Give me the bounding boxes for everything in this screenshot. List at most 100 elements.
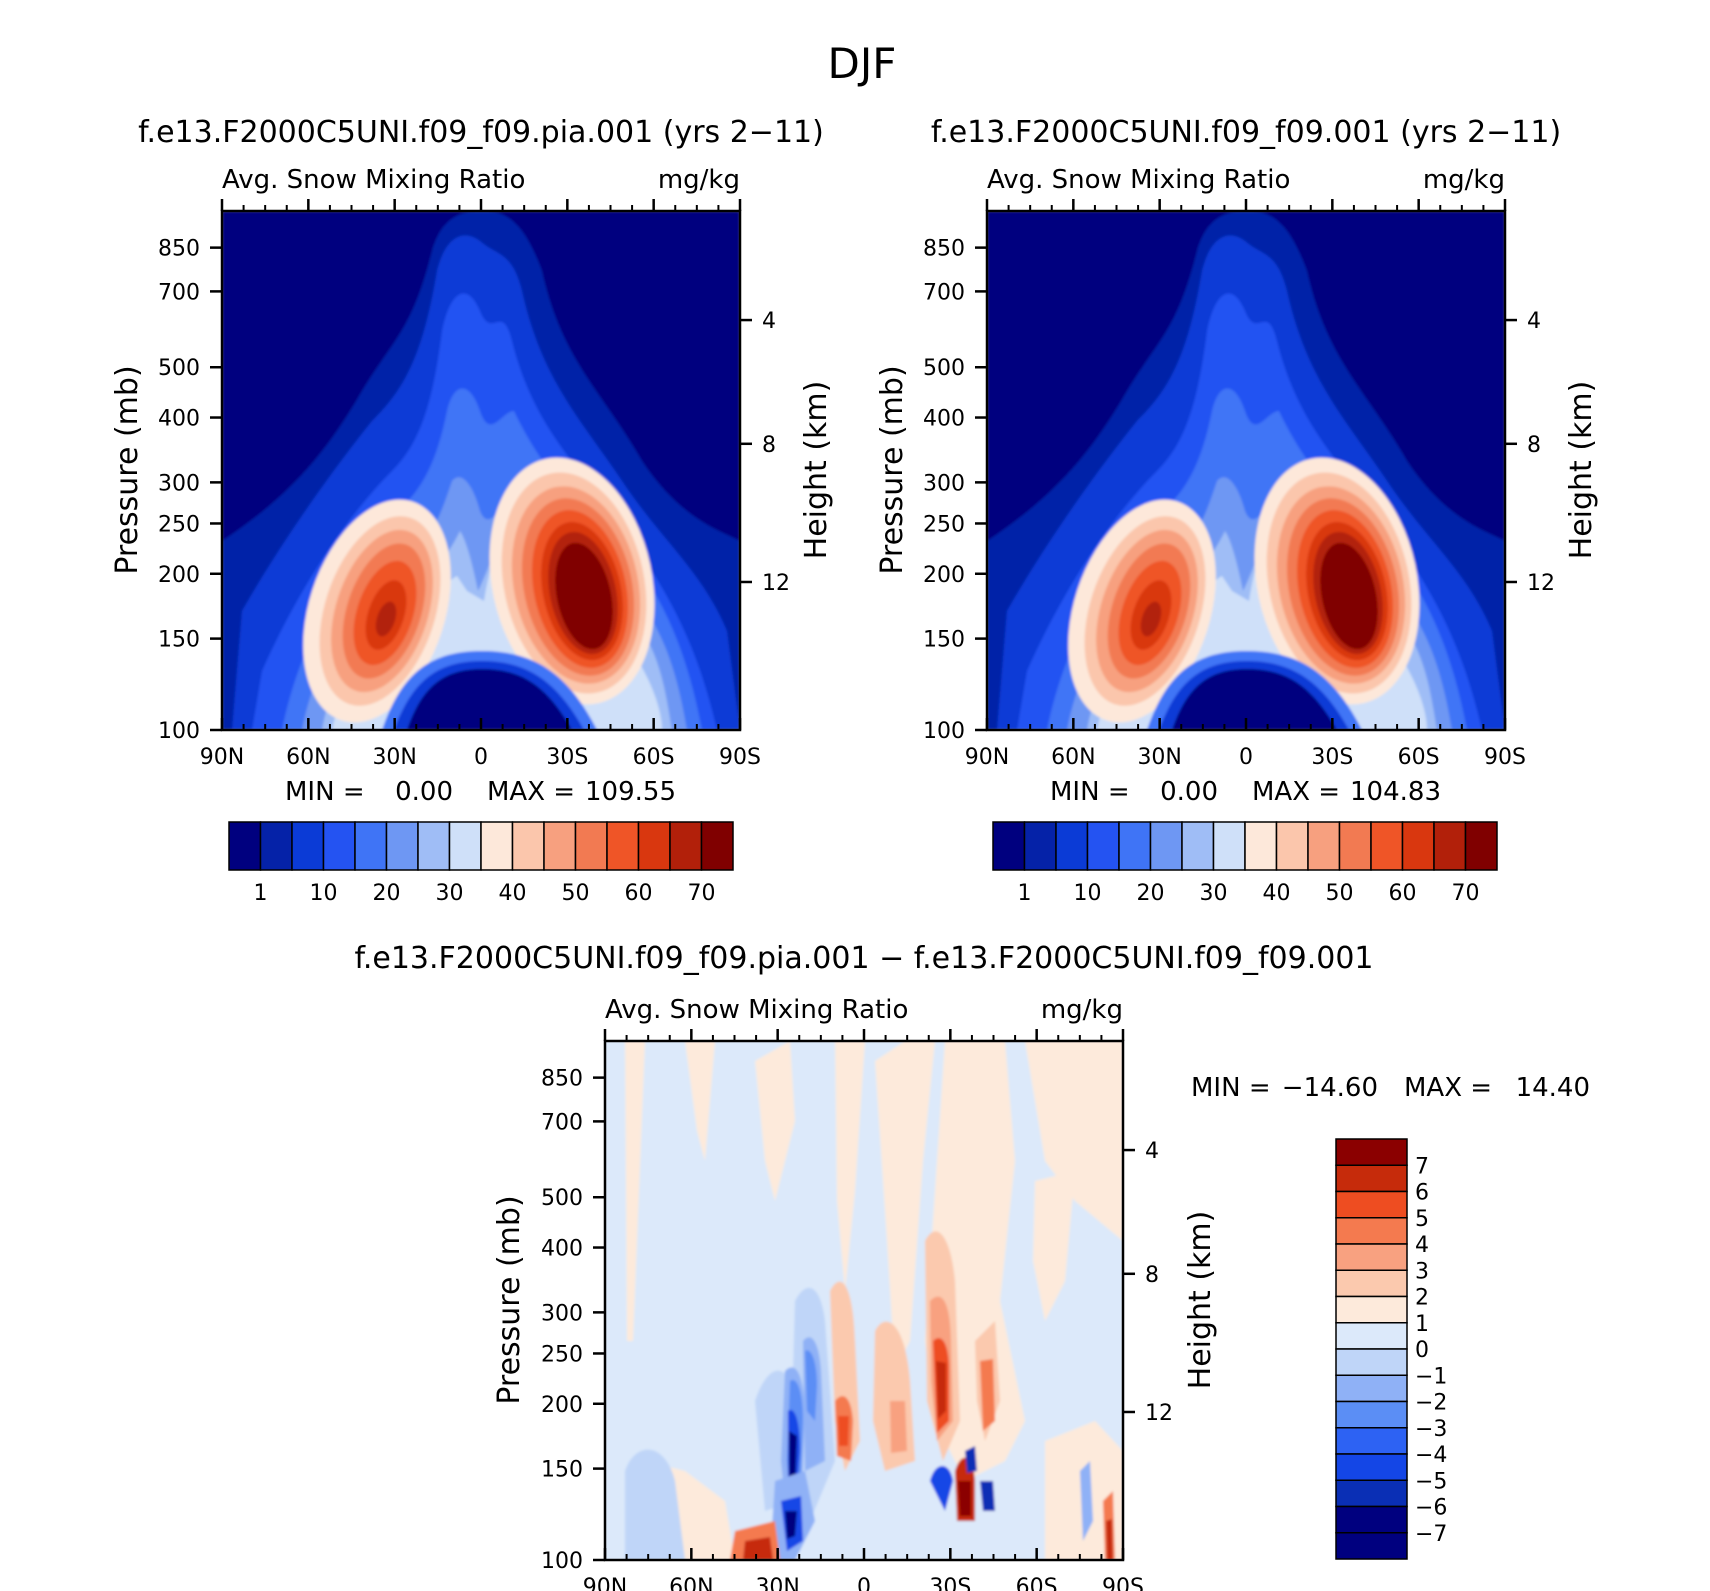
y-tick-label: 400 [541, 1237, 583, 1262]
y-right-tick-label: 12 [1145, 1401, 1173, 1426]
panel-right-contour-field [987, 211, 1505, 730]
x-tick-label: 90S [719, 745, 761, 770]
colorbar-label: −6 [1415, 1496, 1447, 1521]
colorbar-label: −7 [1415, 1522, 1447, 1547]
y-right-tick-label: 8 [762, 433, 776, 458]
colorbar-label: 70 [688, 881, 716, 906]
colorbar-label: 2 [1415, 1286, 1429, 1311]
colorbar-label: 10 [310, 881, 338, 906]
colorbar-label: 4 [1415, 1233, 1429, 1258]
panel-diff-max-value: 14.40 [1516, 1073, 1590, 1103]
panel-right-max-value: 104.83 [1350, 777, 1441, 807]
colorbar-swatch [354, 821, 388, 871]
x-tick-label: 90N [583, 1575, 627, 1591]
colorbar-swatch [992, 821, 1026, 871]
colorbar-label: 20 [1137, 881, 1165, 906]
colorbar-label: 50 [562, 881, 590, 906]
colorbar-swatch [511, 821, 545, 871]
y-tick-label: 150 [923, 628, 965, 653]
y-tick-label: 850 [923, 237, 965, 262]
y-tick-label: 200 [158, 563, 200, 588]
colorbar-swatch [1212, 821, 1246, 871]
colorbar-swatch [1335, 1243, 1408, 1271]
colorbar-swatch [1401, 821, 1435, 871]
x-tick-label: 60N [1051, 745, 1095, 770]
colorbar-label: 20 [373, 881, 401, 906]
y-tick-label: 100 [923, 719, 965, 744]
y-tick-label: 300 [923, 471, 965, 496]
y-right-tick-label: 12 [762, 571, 790, 596]
colorbar-swatch [1335, 1190, 1408, 1219]
colorbar-swatch [574, 821, 608, 871]
panel-right-ylabel: Pressure (mb) [875, 365, 910, 574]
y-tick-label: 150 [541, 1458, 583, 1483]
x-tick-label: 30S [1311, 745, 1353, 770]
colorbar-label: 50 [1326, 881, 1354, 906]
x-tick-label: 90N [200, 745, 244, 770]
panel-right-ylabel-right: Height (km) [1564, 381, 1599, 560]
colorbar-swatch [1118, 821, 1152, 871]
panel-right-min-label: MIN = [1050, 777, 1130, 807]
colorbar-swatch [1335, 1348, 1408, 1376]
colorbar-swatch [1181, 821, 1215, 871]
colorbar-swatch [1433, 821, 1467, 871]
x-tick-label: 0 [1239, 745, 1253, 770]
colorbar-label: 3 [1415, 1259, 1429, 1284]
x-tick-label: 30N [372, 745, 416, 770]
panel-left-max-label: MAX = [487, 777, 575, 807]
y-right-tick-label: 8 [1527, 433, 1541, 458]
colorbar-swatch [700, 821, 734, 871]
colorbar-label: −3 [1415, 1417, 1447, 1442]
y-tick-label: 500 [158, 356, 200, 381]
colorbar-label: −5 [1415, 1469, 1447, 1494]
panel-left-subtitle: Avg. Snow Mixing Ratio [222, 165, 525, 195]
colorbar-swatch [1023, 821, 1057, 871]
colorbar-swatch [448, 821, 482, 871]
x-tick-label: 30N [1137, 745, 1181, 770]
y-right-tick-label: 4 [1527, 309, 1541, 334]
panel-diff-ylabel: Pressure (mb) [492, 1195, 527, 1404]
y-tick-label: 150 [158, 628, 200, 653]
colorbar-swatch [543, 821, 577, 871]
y-tick-label: 250 [923, 512, 965, 537]
colorbar-swatch [480, 821, 514, 871]
y-right-tick-label: 4 [1145, 1139, 1159, 1164]
y-tick-label: 400 [923, 407, 965, 432]
colorbar-label: 1 [1018, 881, 1032, 906]
panel-right-title: f.e13.F2000C5UNI.f09_f09.001 (yrs 2−11) [931, 115, 1561, 150]
x-tick-label: 60S [1398, 745, 1440, 770]
panel-right-units: mg/kg [1423, 165, 1505, 195]
colorbar-swatch [1335, 1269, 1408, 1298]
colorbar-swatch [1335, 1164, 1408, 1193]
y-tick-label: 500 [923, 356, 965, 381]
x-tick-label: 60S [1016, 1575, 1058, 1591]
y-tick-label: 100 [541, 1549, 583, 1574]
panel-right: f.e13.F2000C5UNI.f09_f09.001 (yrs 2−11) … [875, 115, 1599, 906]
colorbar-swatch [1086, 821, 1120, 871]
colorbar-swatch [1307, 821, 1341, 871]
colorbar-label: 40 [499, 881, 527, 906]
panel-left-min-label: MIN = [285, 777, 365, 807]
y-right-tick-label: 12 [1527, 571, 1555, 596]
colorbar-swatch [1335, 1400, 1408, 1429]
y-tick-label: 700 [923, 280, 965, 305]
x-tick-label: 90S [1102, 1575, 1144, 1591]
colorbar-swatch [606, 821, 640, 871]
colorbar-swatch [228, 821, 262, 871]
x-tick-label: 0 [857, 1575, 871, 1591]
panel-diff: f.e13.F2000C5UNI.f09_f09.pia.001 − f.e13… [354, 941, 1590, 1591]
colorbar-swatch [1335, 1453, 1408, 1481]
colorbar-label: 10 [1074, 881, 1102, 906]
colorbar-label: 6 [1415, 1181, 1429, 1206]
panel-right-min-value: 0.00 [1160, 777, 1218, 807]
colorbar-swatch [1335, 1217, 1408, 1245]
colorbar-swatch [1335, 1295, 1408, 1324]
panel-diff-title: f.e13.F2000C5UNI.f09_f09.pia.001 − f.e13… [354, 941, 1373, 976]
panel-left-ylabel-right: Height (km) [799, 381, 834, 560]
x-tick-label: 30S [546, 745, 588, 770]
y-right-tick-label: 8 [1145, 1263, 1159, 1288]
colorbar-swatch [1335, 1138, 1408, 1166]
panel-diff-min-value: −14.60 [1282, 1073, 1378, 1103]
colorbar-label: 1 [254, 881, 268, 906]
